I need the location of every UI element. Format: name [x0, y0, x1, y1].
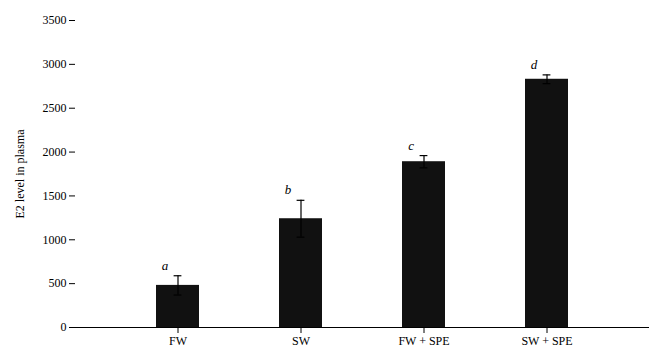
svg-text:500: 500: [49, 276, 67, 290]
svg-text:3000: 3000: [43, 57, 67, 71]
svg-text:d: d: [531, 57, 538, 72]
svg-text:1500: 1500: [43, 189, 67, 203]
svg-text:2000: 2000: [43, 145, 67, 159]
svg-text:2500: 2500: [43, 101, 67, 115]
svg-text:E2 level in plasma: E2 level in plasma: [13, 129, 27, 219]
svg-text:c: c: [408, 138, 414, 153]
svg-text:1000: 1000: [43, 233, 67, 247]
svg-text:3500: 3500: [43, 13, 67, 27]
svg-text:FW: FW: [169, 334, 188, 348]
svg-text:FW + SPE: FW + SPE: [398, 334, 449, 348]
svg-text:SW + SPE: SW + SPE: [521, 334, 572, 348]
svg-text:SW: SW: [292, 334, 311, 348]
svg-text:b: b: [285, 182, 292, 197]
svg-text:0: 0: [61, 320, 67, 334]
svg-text:a: a: [162, 258, 169, 273]
